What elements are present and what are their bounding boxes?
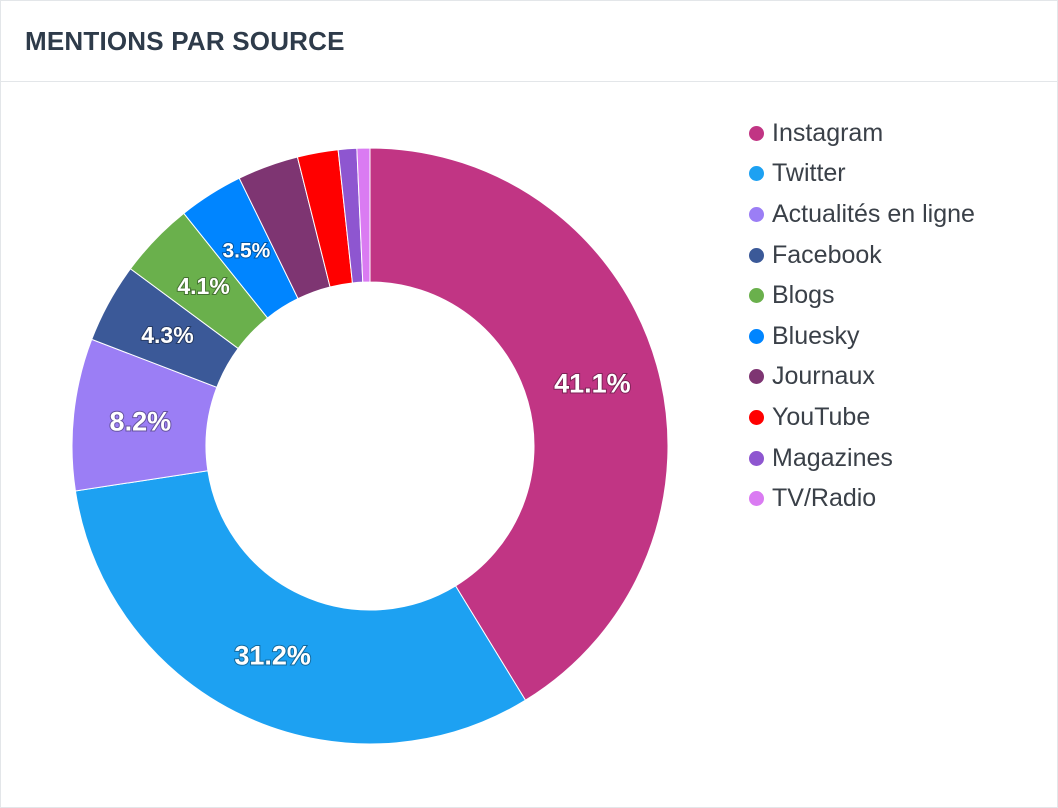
legend-label: Bluesky bbox=[772, 321, 860, 350]
legend-label: YouTube bbox=[772, 402, 871, 431]
legend-item-actualites-en-ligne[interactable]: Actualités en ligne bbox=[749, 194, 975, 235]
legend-swatch bbox=[749, 166, 764, 182]
legend-item-instagram[interactable]: Instagram bbox=[749, 113, 975, 154]
legend-label: Magazines bbox=[772, 443, 893, 472]
slice-twitter[interactable] bbox=[74, 470, 527, 745]
legend-item-facebook[interactable]: Facebook bbox=[749, 235, 975, 276]
legend-label: Journaux bbox=[772, 362, 875, 391]
legend-item-blogs[interactable]: Blogs bbox=[749, 275, 975, 316]
data-label-actualites-en-ligne: 8.2% bbox=[110, 406, 172, 436]
slice-instagram[interactable] bbox=[369, 147, 669, 701]
legend-swatch bbox=[749, 409, 764, 425]
legend-swatch bbox=[749, 247, 764, 263]
legend-item-youtube[interactable]: YouTube bbox=[749, 397, 975, 438]
legend-label: Instagram bbox=[772, 118, 884, 147]
legend-label: Twitter bbox=[772, 159, 846, 188]
legend-swatch bbox=[749, 125, 764, 141]
chart-title: MENTIONS PAR SOURCE bbox=[25, 25, 345, 56]
legend-item-magazines[interactable]: Magazines bbox=[749, 438, 975, 479]
legend-swatch bbox=[749, 328, 764, 344]
legend-label: Facebook bbox=[772, 240, 882, 269]
legend-item-journaux[interactable]: Journaux bbox=[749, 357, 975, 398]
legend-swatch bbox=[749, 206, 764, 222]
slice-tv-radio[interactable] bbox=[356, 147, 371, 283]
legend-swatch bbox=[749, 450, 764, 466]
legend-swatch bbox=[749, 369, 764, 385]
card-header: MENTIONS PAR SOURCE bbox=[1, 1, 1057, 82]
chart-legend: Instagram Twitter Actualités en ligne Faceb… bbox=[749, 113, 975, 519]
legend-item-tv-radio[interactable]: TV/Radio bbox=[749, 478, 975, 519]
data-label-blogs: 4.1% bbox=[177, 273, 229, 299]
legend-label: Blogs bbox=[772, 281, 835, 310]
data-label-bluesky: 3.5% bbox=[222, 239, 270, 262]
legend-label: TV/Radio bbox=[772, 484, 877, 513]
legend-swatch bbox=[749, 491, 764, 507]
data-label-facebook: 4.3% bbox=[141, 322, 193, 348]
data-label-twitter: 31.2% bbox=[234, 640, 311, 670]
legend-label: Actualités en ligne bbox=[772, 199, 975, 228]
legend-item-twitter[interactable]: Twitter bbox=[749, 154, 975, 195]
legend-swatch bbox=[749, 288, 764, 304]
legend-item-bluesky[interactable]: Bluesky bbox=[749, 316, 975, 357]
data-label-instagram: 41.1% bbox=[554, 368, 631, 398]
